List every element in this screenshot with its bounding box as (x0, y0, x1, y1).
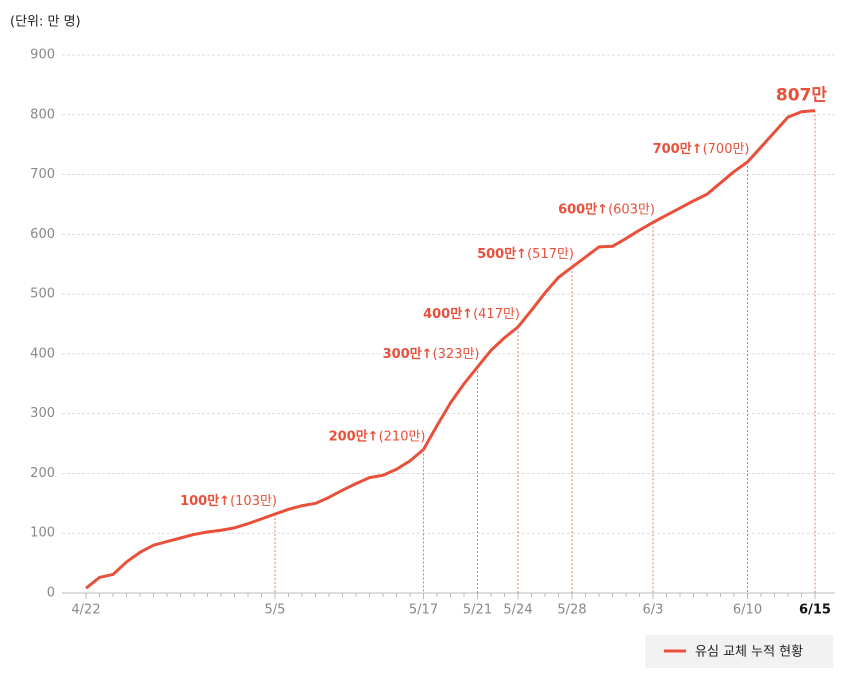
y-tick-label: 0 (47, 586, 55, 601)
y-tick-label: 900 (30, 48, 55, 63)
annotation-label: 200만↑ (329, 428, 379, 444)
y-tick-label: 700 (30, 167, 55, 182)
x-tick-label: 6/10 (733, 603, 762, 618)
x-tick-label: 5/5 (265, 603, 286, 618)
annotation-note: (517만) (527, 247, 574, 262)
x-tick-label: 4/22 (71, 603, 100, 618)
y-tick-label: 300 (30, 406, 55, 421)
annotation-label: 700만↑ (653, 141, 703, 157)
annotation-label: 400만↑ (423, 305, 473, 321)
unit-label: (단위: 만 명) (10, 15, 81, 30)
y-tick-label: 100 (30, 526, 55, 541)
y-tick-label: 800 (30, 107, 55, 122)
y-tick-label: 600 (30, 227, 55, 242)
x-tick-label: 5/24 (503, 603, 532, 618)
annotation: 200만↑(210만) (329, 428, 426, 444)
annotation-note: (417만) (473, 306, 520, 321)
annotation: 300만↑(323만) (383, 346, 480, 362)
annotation: 100만↑(103만) (180, 493, 277, 509)
x-tick-label: 5/28 (557, 603, 586, 618)
annotation-label: 600만↑ (558, 201, 608, 217)
value-label: 807만 (776, 86, 827, 106)
legend-label: 유심 교체 누적 현황 (695, 645, 803, 660)
annotation: 700만↑(700만) (653, 141, 750, 157)
annotation-note: (603만) (608, 202, 655, 217)
annotation: 500만↑(517만) (477, 246, 574, 262)
annotation-note: (103만) (230, 494, 277, 509)
y-tick-label: 400 (30, 346, 55, 361)
annotation: 600만↑(603만) (558, 201, 655, 217)
annotation-label: 300만↑ (383, 346, 433, 362)
annotation-label: 100만↑ (180, 493, 230, 509)
annotation-label: 500만↑ (477, 246, 527, 262)
x-tick-label: 5/21 (463, 603, 492, 618)
x-tick-label: 5/17 (409, 603, 438, 618)
annotation-note: (323만) (433, 347, 480, 362)
y-tick-label: 200 (30, 466, 55, 481)
y-tick-label: 500 (30, 287, 55, 302)
annotation: 400만↑(417만) (423, 305, 520, 321)
annotation-note: (210만) (379, 429, 426, 444)
x-tick-label: 6/3 (643, 603, 664, 618)
annotation-note: (700만) (703, 142, 750, 157)
line (85, 109, 816, 590)
x-tick-label: 6/15 (799, 603, 831, 618)
